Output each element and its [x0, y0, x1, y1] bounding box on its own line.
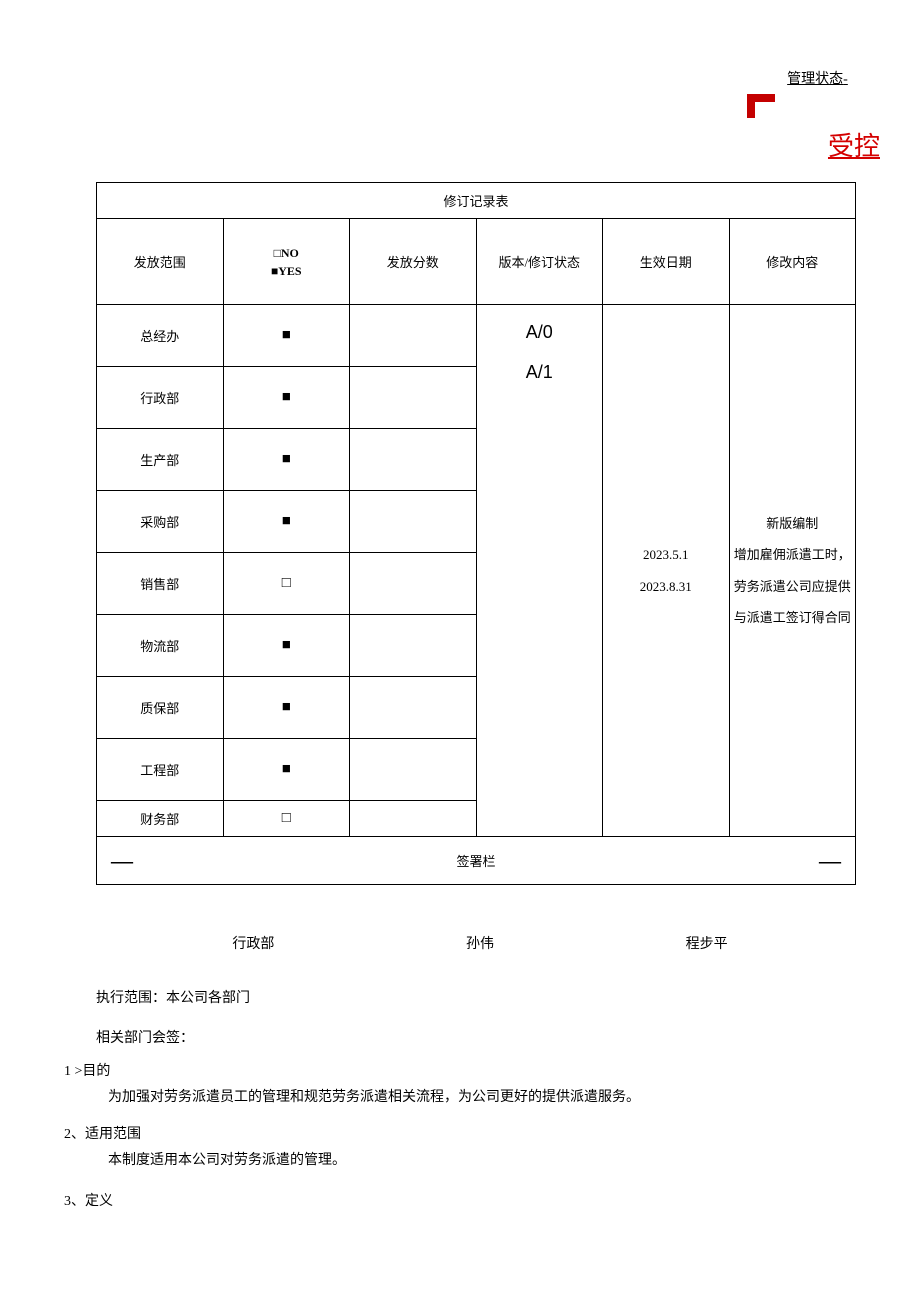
- section-3-title: 定义: [85, 1194, 113, 1209]
- table-title-row: 修订记录表: [97, 183, 856, 219]
- status-label-text: 管理状态: [787, 72, 843, 87]
- signer-0: 行政部: [140, 933, 367, 953]
- section-1-title: 目的: [82, 1064, 110, 1079]
- checkbox-empty-icon: □: [282, 810, 291, 826]
- date-cell: 2023.5.1 2023.8.31: [603, 305, 730, 837]
- signature-title: 签署栏: [456, 854, 495, 869]
- dept-name: 质保部: [97, 677, 224, 739]
- date-1: 2023.8.31: [607, 571, 725, 602]
- header-count: 发放分数: [350, 219, 477, 305]
- dept-name: 生产部: [97, 429, 224, 491]
- checkbox-filled-icon: ■: [282, 327, 291, 343]
- dept-count: [350, 553, 477, 615]
- version-0: A/0: [481, 313, 599, 353]
- dept-name: 总经办: [97, 305, 224, 367]
- checkbox-filled-icon: ■: [282, 761, 291, 777]
- checkbox-empty-icon: □: [282, 575, 291, 591]
- dept-name: 销售部: [97, 553, 224, 615]
- exec-scope-value: 本公司各部门: [166, 991, 250, 1006]
- status-value: 受控: [755, 126, 880, 163]
- dept-check: ■: [223, 367, 350, 429]
- section-1-num: 1 >: [64, 1064, 82, 1079]
- header-no: □NO: [228, 244, 346, 262]
- status-dash: -: [843, 72, 848, 87]
- status-label: 管理状态-: [755, 68, 880, 92]
- date-0: 2023.5.1: [607, 539, 725, 570]
- dept-name: 行政部: [97, 367, 224, 429]
- table-header-row: 发放范围 □NO ■YES 发放分数 版本/修订状态 生效日期 修改内容: [97, 219, 856, 305]
- exec-scope-line: 执行范围：本公司各部门: [96, 987, 880, 1007]
- content-cell: 新版编制 增加雇佣派遣工时，劳务派遣公司应提供与派遣工签订得合同: [729, 305, 856, 837]
- co-sign-line: 相关部门会签：: [96, 1027, 880, 1047]
- signature-title-row: — 签署栏 —: [97, 837, 856, 885]
- section-2-title: 适用范围: [85, 1127, 141, 1142]
- dept-check: ■: [223, 429, 350, 491]
- dept-count: [350, 429, 477, 491]
- section-2: 2、适用范围 本制度适用本公司对劳务派遣的管理。: [64, 1124, 880, 1173]
- content-1: 增加雇佣派遣工时，劳务派遣公司应提供与派遣工签订得合同: [734, 539, 852, 633]
- checkbox-filled-icon: ■: [282, 637, 291, 653]
- dept-name: 财务部: [97, 801, 224, 837]
- dept-name: 工程部: [97, 739, 224, 801]
- dept-check: ■: [223, 491, 350, 553]
- section-1-body: 为加强对劳务派遣员工的管理和规范劳务派遣相关流程，为公司更好的提供派遣服务。: [108, 1087, 880, 1109]
- dept-name: 物流部: [97, 615, 224, 677]
- dept-check: ■: [223, 615, 350, 677]
- section-2-body: 本制度适用本公司对劳务派遣的管理。: [108, 1150, 880, 1172]
- section-1: 1 >目的 为加强对劳务派遣员工的管理和规范劳务派遣相关流程，为公司更好的提供派…: [64, 1061, 880, 1110]
- header-yes: ■YES: [228, 262, 346, 280]
- dept-count: [350, 615, 477, 677]
- dept-check: ■: [223, 305, 350, 367]
- content-0: 新版编制: [734, 508, 852, 539]
- status-box: 管理状态- 受控: [755, 68, 880, 163]
- dept-check: ■: [223, 739, 350, 801]
- checkbox-filled-icon: ■: [282, 389, 291, 405]
- header-scope: 发放范围: [97, 219, 224, 305]
- checkbox-filled-icon: ■: [282, 699, 291, 715]
- section-2-num: 2、: [64, 1127, 85, 1142]
- dept-count: [350, 491, 477, 553]
- header-content: 修改内容: [729, 219, 856, 305]
- dept-count: [350, 305, 477, 367]
- exec-scope-label: 执行范围：: [96, 991, 166, 1006]
- dash-left: —: [111, 848, 133, 874]
- revision-record-table: 修订记录表 发放范围 □NO ■YES 发放分数 版本/修订状态 生效日期 修改…: [96, 182, 856, 885]
- dept-count: [350, 739, 477, 801]
- signer-row: 行政部 孙伟 程步平: [140, 933, 820, 953]
- version-cell: A/0 A/1: [476, 305, 603, 837]
- header-version: 版本/修订状态: [476, 219, 603, 305]
- section-3-num: 3、: [64, 1194, 85, 1209]
- signer-1: 孙伟: [367, 933, 594, 953]
- dept-name: 采购部: [97, 491, 224, 553]
- dept-check: □: [223, 801, 350, 837]
- status-corner-decoration: [747, 94, 775, 118]
- signer-2: 程步平: [593, 933, 820, 953]
- checkbox-filled-icon: ■: [282, 451, 291, 467]
- dept-check: ■: [223, 677, 350, 739]
- header-yesno: □NO ■YES: [223, 219, 350, 305]
- table-title: 修订记录表: [97, 183, 856, 219]
- checkbox-filled-icon: ■: [282, 513, 291, 529]
- signature-title-cell: — 签署栏 —: [97, 837, 856, 885]
- table-row: 总经办 ■ A/0 A/1 2023.5.1 2023.8.31 新版编制 增加…: [97, 305, 856, 367]
- dept-check: □: [223, 553, 350, 615]
- dept-count: [350, 367, 477, 429]
- dept-count: [350, 677, 477, 739]
- dept-count: [350, 801, 477, 837]
- section-3: 3、定义: [64, 1191, 880, 1213]
- dash-right: —: [819, 848, 841, 874]
- version-1: A/1: [481, 353, 599, 393]
- header-date: 生效日期: [603, 219, 730, 305]
